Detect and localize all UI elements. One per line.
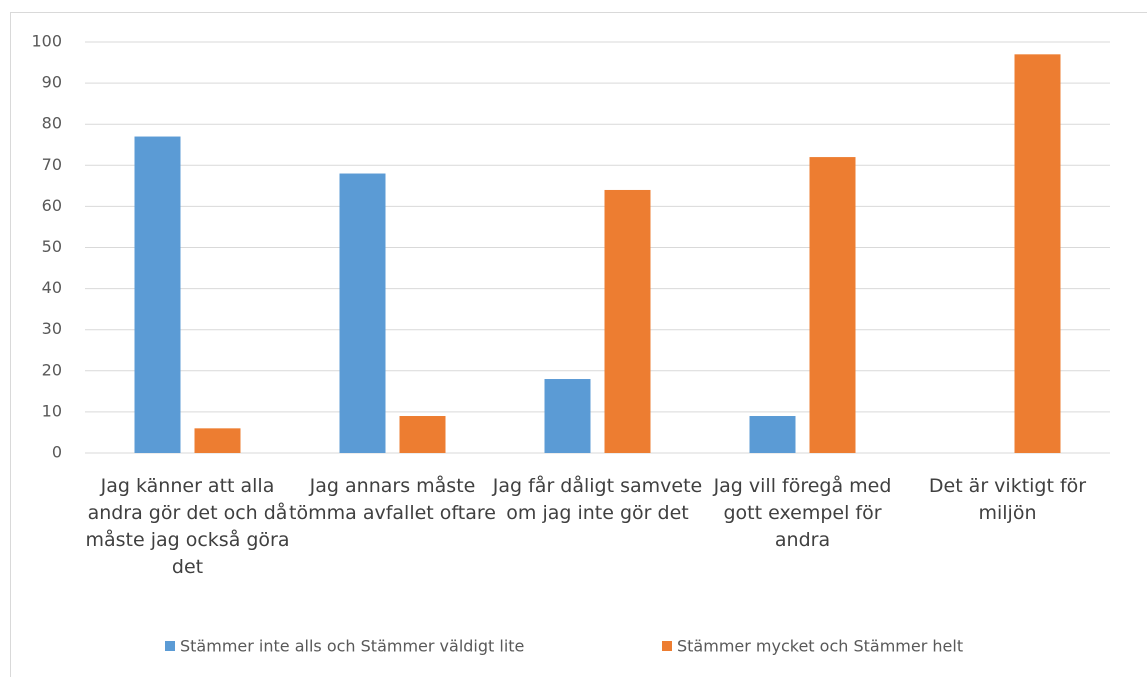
y-tick-label: 60 [42, 196, 62, 215]
y-tick-label: 50 [42, 237, 62, 256]
y-tick-label: 80 [42, 114, 62, 133]
chart-border [10, 12, 1147, 677]
y-tick-label: 10 [42, 401, 62, 420]
bar [399, 416, 446, 453]
bar [134, 136, 181, 453]
y-tick-label: 70 [42, 155, 62, 174]
bar [1014, 54, 1061, 454]
x-tick-label: Jag annars måste tömma avfallet oftare [289, 475, 496, 524]
x-tick-label: Jag känner att alla andra gör det och då… [85, 475, 290, 578]
bar [339, 173, 386, 453]
y-tick-label: 100 [31, 32, 62, 51]
x-tick-label: Jag vill föregå med gott exempel för and… [713, 475, 892, 551]
legend-swatch [662, 641, 672, 651]
legend-label: Stämmer mycket och Stämmer helt [677, 637, 963, 656]
legend-label: Stämmer inte alls och Stämmer väldigt li… [180, 637, 524, 656]
y-tick-label: 40 [42, 278, 62, 297]
bar [194, 428, 241, 453]
y-tick-label: 90 [42, 73, 62, 92]
bar [604, 189, 651, 453]
bar [809, 157, 856, 453]
y-tick-label: 30 [42, 319, 62, 338]
bar [544, 379, 591, 453]
x-tick-label: Det är viktigt för miljön [928, 475, 1087, 524]
y-tick-label: 20 [42, 360, 62, 379]
y-tick-label: 0 [52, 443, 62, 462]
x-tick-label: Jag får dåligt samvete om jag inte gör d… [492, 475, 703, 524]
legend-swatch [165, 641, 175, 651]
bar [749, 416, 796, 453]
